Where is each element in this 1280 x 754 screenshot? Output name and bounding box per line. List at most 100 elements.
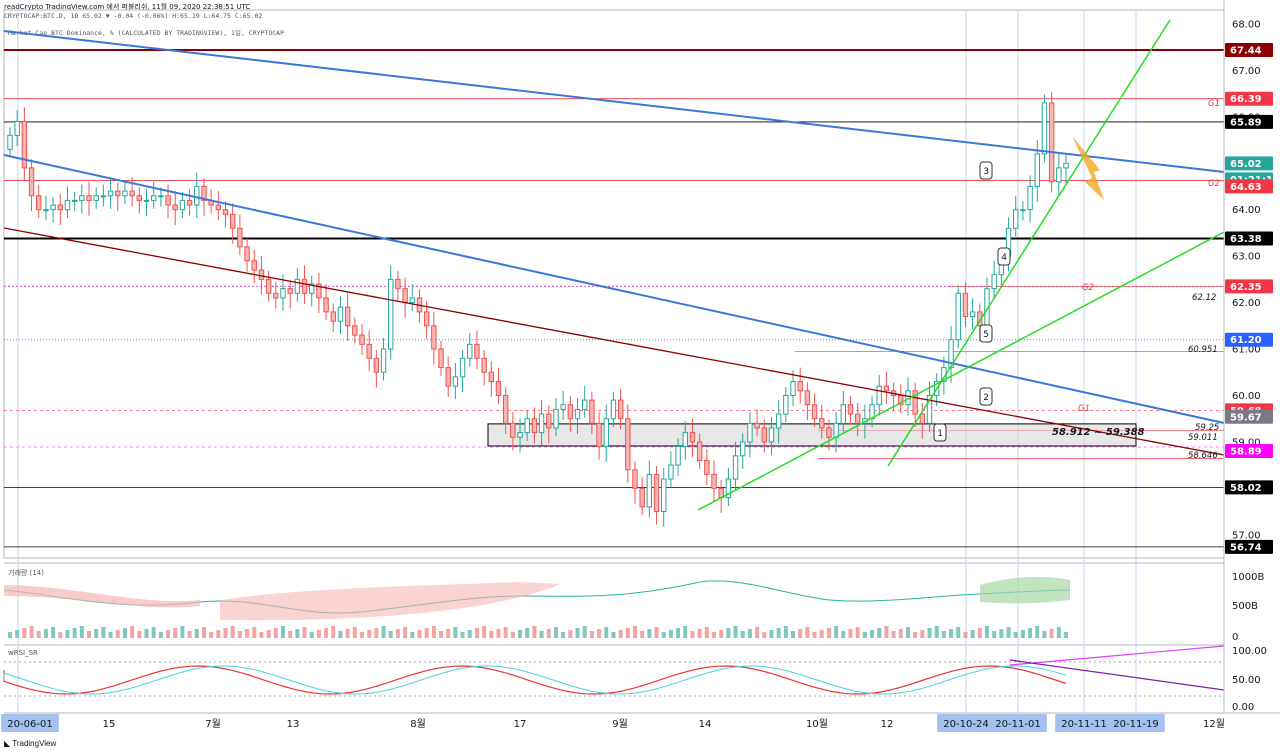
price-tick-label: 64.00 [1232, 205, 1261, 216]
time-tick-label: 15 [103, 719, 116, 730]
volume-bar [1006, 627, 1011, 638]
candle-body [574, 408, 581, 420]
annotation-label: G2 [1208, 179, 1220, 189]
trendline-green-steep [887, 19, 1171, 467]
volume-bar [747, 629, 752, 638]
volume-bar [862, 632, 867, 638]
trendline-darkred [3, 227, 1225, 456]
candle-body [625, 418, 631, 471]
price-badge [1225, 114, 1273, 129]
candle-body [100, 195, 107, 198]
candle-body [617, 399, 624, 420]
volume-bar [977, 628, 982, 638]
volume-bar [424, 628, 429, 638]
candle-body [740, 441, 746, 457]
candle-body [826, 427, 832, 438]
price-badge-label: 65.02 [1230, 159, 1262, 170]
candle-body [510, 422, 516, 438]
volume-bar [367, 630, 372, 638]
volume-bar [395, 629, 400, 638]
volume-bar [43, 629, 48, 638]
volume-bar [712, 632, 716, 638]
time-highlight [937, 714, 995, 732]
logo-text: TradingView [12, 739, 57, 748]
volume-bar [209, 632, 214, 638]
candle-body [316, 283, 322, 299]
volume-bar [295, 629, 300, 638]
candle-body [1063, 162, 1069, 169]
volume-bar [252, 627, 257, 638]
candle-body [689, 432, 696, 443]
volume-ma-line [3, 580, 1071, 614]
price-tick-label: 61.00 [1232, 345, 1261, 356]
price-axis[interactable]: 68.0067.0066.0065.0064.0063.0062.0061.00… [1223, 0, 1280, 713]
candle-body [783, 394, 789, 415]
annotation-label: 62.12 [1192, 293, 1216, 303]
time-axis[interactable]: 20-06-01 15 7월 13 8월 17 9월 14 10월 12 20-10-24 20-11… [1, 714, 1225, 732]
callout-number: 2 [983, 393, 989, 403]
candle-body [1048, 102, 1055, 183]
candle-body [797, 381, 803, 392]
volume-bar [130, 626, 135, 638]
volume-bar [259, 632, 264, 638]
candle-body [661, 478, 667, 513]
volume-bar [1056, 627, 1061, 638]
volume-bar [410, 632, 415, 638]
volume-bar [101, 627, 106, 638]
volume-bar [158, 632, 163, 638]
candle-body [79, 195, 85, 201]
rsi-trendline-magenta [1009, 645, 1225, 666]
candle-body [452, 376, 459, 387]
time-tick-label: 12월 [1203, 718, 1225, 730]
candle-body [337, 306, 344, 322]
volume-bar [877, 628, 882, 638]
candle-body [639, 487, 645, 508]
rsi-signal-line [3, 665, 1067, 695]
candle-body [265, 278, 272, 294]
candle-body [926, 394, 933, 424]
candle-body [423, 311, 430, 327]
volume-bar [187, 631, 192, 638]
volume-bar [115, 630, 120, 638]
candle-body [395, 278, 401, 290]
volume-bar [1013, 632, 1018, 638]
candle-body [50, 204, 56, 211]
chart-title: Market Cap BTC Dominance, % (CALCULATED … [8, 29, 284, 37]
trendlines[interactable] [3, 19, 1225, 511]
publish-info: readCrypto TradingView.com 에서 퍼블리쉬, 11월 … [4, 3, 251, 11]
candle-body [165, 195, 171, 206]
callout-box [997, 247, 1011, 266]
candle-body [1041, 102, 1048, 155]
time-highlight [989, 714, 1047, 732]
volume-bar [920, 630, 925, 638]
candle-body [21, 120, 28, 169]
trendline-green-long [697, 231, 1225, 511]
candle-body [287, 288, 293, 294]
candle-body [481, 357, 487, 373]
volume-bar [1042, 631, 1047, 638]
volume-bar [812, 632, 817, 638]
volume-bar [640, 631, 645, 638]
candle-body [876, 385, 882, 406]
candle-body [581, 399, 588, 410]
candle-body [488, 371, 495, 383]
candle-body [294, 278, 301, 294]
volume-bar [22, 628, 27, 638]
volume-bar [496, 629, 501, 638]
candle-body [969, 311, 976, 318]
volume-bar [144, 629, 149, 638]
volume-bar [733, 626, 738, 638]
volume-bar [755, 627, 760, 638]
volume-bar [647, 629, 652, 638]
volume-bar [941, 631, 946, 638]
price-badge [1225, 539, 1273, 554]
volume-tick: 0 [1232, 632, 1238, 643]
time-tick-label: 12 [881, 719, 894, 730]
volume-bar [338, 631, 343, 638]
volume-bar [604, 627, 609, 638]
callout-box [979, 324, 993, 343]
volume-bar [237, 631, 242, 638]
candle-body [804, 390, 811, 406]
candle-body [675, 446, 681, 466]
